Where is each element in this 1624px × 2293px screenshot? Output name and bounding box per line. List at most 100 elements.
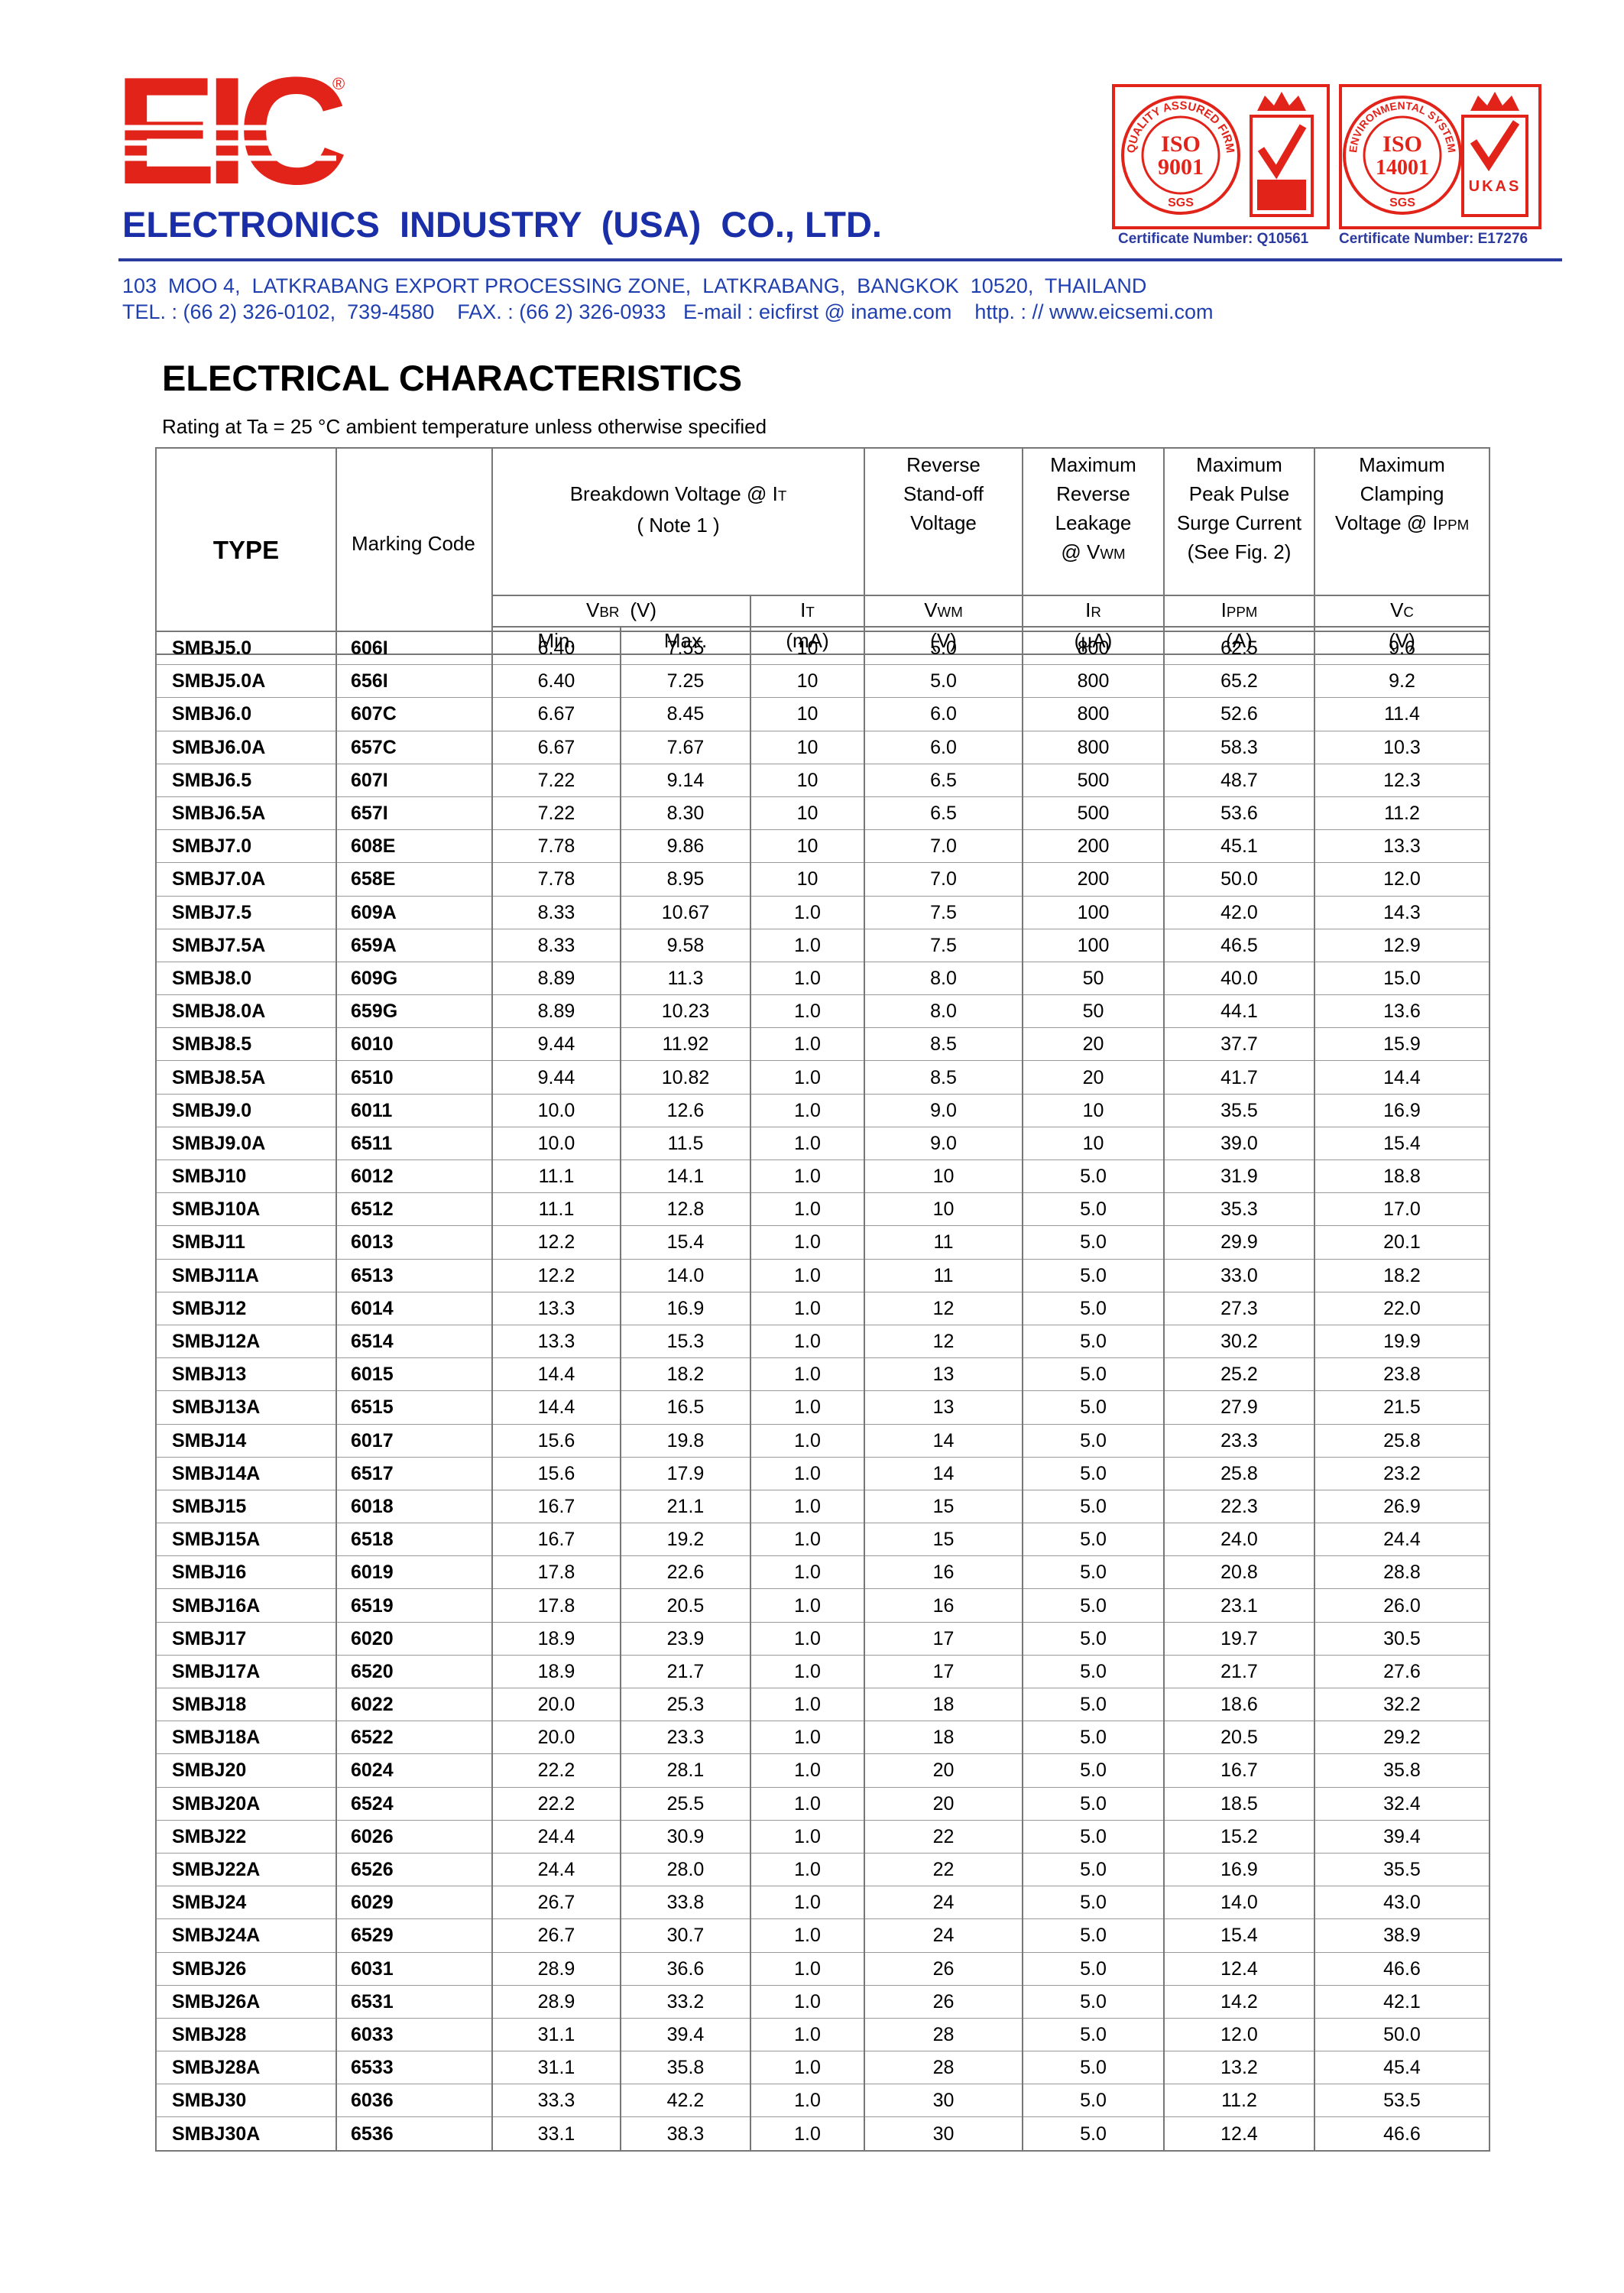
label-line: Reverse xyxy=(865,450,1022,479)
value-cell: 8.45 xyxy=(620,697,751,731)
value-cell: 6.0 xyxy=(864,731,1023,764)
value-cell: 5.0 xyxy=(1022,2084,1165,2118)
table-row: SMBJ17 6020 18.9 23.9 1.0 17 5.0 19.7 30.5 xyxy=(155,1622,1490,1656)
value-cell: 1.0 xyxy=(750,1555,865,1590)
value-cell: 14 xyxy=(864,1424,1023,1458)
value-cell: 24 xyxy=(864,1886,1023,1920)
value-cell: 16.7 xyxy=(1163,1753,1315,1788)
marking-cell: 657C xyxy=(335,731,493,764)
type-cell: SMBJ7.5A xyxy=(155,929,337,962)
value-cell: 10 xyxy=(864,1159,1023,1194)
value-cell: 22.3 xyxy=(1163,1490,1315,1524)
value-cell: 18 xyxy=(864,1688,1023,1722)
type-cell: SMBJ5.0A xyxy=(155,664,337,699)
value-cell: 14.3 xyxy=(1314,896,1490,929)
table-row: SMBJ11 6013 12.2 15.4 1.0 11 5.0 29.9 20.1 xyxy=(155,1225,1490,1260)
value-cell: 18.8 xyxy=(1314,1159,1490,1194)
cert-badge: UKAS xyxy=(1469,178,1522,195)
value-cell: 11.92 xyxy=(620,1027,751,1062)
logo-stripes xyxy=(115,125,336,161)
value-cell: 9.14 xyxy=(620,764,751,797)
value-cell: 12.0 xyxy=(1314,862,1490,897)
value-cell: 12.6 xyxy=(620,1094,751,1127)
value-cell: 16.5 xyxy=(620,1390,751,1425)
value-cell: 29.9 xyxy=(1163,1225,1315,1260)
value-cell: 8.30 xyxy=(620,796,751,831)
value-cell: 5.0 xyxy=(864,664,1023,699)
value-cell: 1.0 xyxy=(750,1985,865,2019)
type-cell: SMBJ22A xyxy=(155,1853,337,1887)
header-cell: TYPE xyxy=(155,447,337,655)
marking-cell: 6029 xyxy=(335,1886,493,1920)
value-cell: 20.5 xyxy=(1163,1721,1315,1755)
table-row: SMBJ18A 6522 20.0 23.3 1.0 18 5.0 20.5 29.2 xyxy=(155,1721,1490,1755)
value-cell: 11.4 xyxy=(1314,697,1490,731)
value-cell: 23.3 xyxy=(620,1721,751,1755)
value-cell: 18 xyxy=(864,1721,1023,1755)
table-row: SMBJ7.0 608E 7.78 9.86 10 7.0 200 45.1 13.3 xyxy=(155,829,1490,864)
table-row: SMBJ20A 6524 22.2 25.5 1.0 20 5.0 18.5 32.4 xyxy=(155,1787,1490,1821)
value-cell: 7.5 xyxy=(864,929,1023,962)
value-cell: 1.0 xyxy=(750,1127,865,1161)
value-cell: 35.5 xyxy=(1314,1853,1490,1887)
value-cell: 5.0 xyxy=(1022,1588,1165,1623)
value-cell: 43.0 xyxy=(1314,1886,1490,1920)
table-row: SMBJ9.0 6011 10.0 12.6 1.0 9.0 10 35.5 16.9 xyxy=(155,1094,1490,1127)
value-cell: 37.7 xyxy=(1163,1027,1315,1062)
value-cell: 16.7 xyxy=(491,1523,621,1557)
value-cell: 30 xyxy=(864,2084,1023,2118)
value-cell: 8.95 xyxy=(620,862,751,897)
value-cell: 5.0 xyxy=(1022,1457,1165,1490)
certificate-number: Certificate Number: E17276 xyxy=(1339,231,1528,247)
logo-text: EIC xyxy=(115,73,344,195)
table-row: SMBJ18 6022 20.0 25.3 1.0 18 5.0 18.6 32.2 xyxy=(155,1688,1490,1722)
value-cell: 13.3 xyxy=(1314,829,1490,864)
value-cell: 26.9 xyxy=(1314,1490,1490,1524)
value-cell: 14.2 xyxy=(1163,1985,1315,2019)
type-cell: SMBJ26A xyxy=(155,1985,337,2019)
value-cell: 22.6 xyxy=(620,1555,751,1590)
label-text: @ V xyxy=(1061,540,1100,563)
label-text: Voltage xyxy=(910,511,977,534)
label-line: Maximum xyxy=(1315,450,1489,479)
value-cell: 16.9 xyxy=(620,1292,751,1325)
value-cell: 30.2 xyxy=(1163,1325,1315,1359)
value-cell: 1.0 xyxy=(750,1952,865,1986)
marking-cell: 657I xyxy=(335,796,493,831)
value-cell: 35.8 xyxy=(620,2051,751,2085)
value-cell: 50 xyxy=(1022,994,1165,1029)
header-cell: Reverse Stand-off Voltage xyxy=(864,447,1023,596)
value-cell: 1.0 xyxy=(750,962,865,996)
value-cell: 17.9 xyxy=(620,1457,751,1490)
value-cell: 52.6 xyxy=(1163,697,1315,731)
value-cell: 45.4 xyxy=(1314,2051,1490,2085)
marking-cell: 6014 xyxy=(335,1292,493,1325)
value-cell: 8.33 xyxy=(491,896,621,929)
value-cell: 9.44 xyxy=(491,1060,621,1095)
label-text: I xyxy=(1085,598,1091,621)
value-cell: 1.0 xyxy=(750,1688,865,1722)
table-row: SMBJ7.0A 658E 7.78 8.95 10 7.0 200 50.0 12.0 xyxy=(155,862,1490,897)
value-cell: 10 xyxy=(1022,1127,1165,1161)
marking-cell: 6031 xyxy=(335,1952,493,1986)
marking-cell: 6033 xyxy=(335,2018,493,2052)
marking-cell: 609A xyxy=(335,896,493,929)
table-row: SMBJ15A 6518 16.7 19.2 1.0 15 5.0 24.0 24.4 xyxy=(155,1523,1490,1557)
value-cell: 23.8 xyxy=(1314,1357,1490,1392)
value-cell: 33.0 xyxy=(1163,1259,1315,1292)
value-cell: 22 xyxy=(864,1853,1023,1887)
value-cell: 1.0 xyxy=(750,1424,865,1458)
label-line: Breakdown Voltage @ IT xyxy=(493,479,864,511)
value-cell: 5.0 xyxy=(1022,1523,1165,1557)
value-cell: 31.1 xyxy=(491,2051,621,2085)
label-line: (See Fig. 2) xyxy=(1165,537,1314,566)
logo: EIC ® xyxy=(115,73,355,195)
marking-cell: 6513 xyxy=(335,1259,493,1292)
value-cell: 65.2 xyxy=(1163,664,1315,699)
marking-cell: 6524 xyxy=(335,1787,493,1821)
value-cell: 31.9 xyxy=(1163,1159,1315,1194)
value-cell: 1.0 xyxy=(750,1655,865,1689)
type-cell: SMBJ11A xyxy=(155,1259,337,1292)
value-cell: 10 xyxy=(750,862,865,897)
value-cell: 1.0 xyxy=(750,896,865,929)
